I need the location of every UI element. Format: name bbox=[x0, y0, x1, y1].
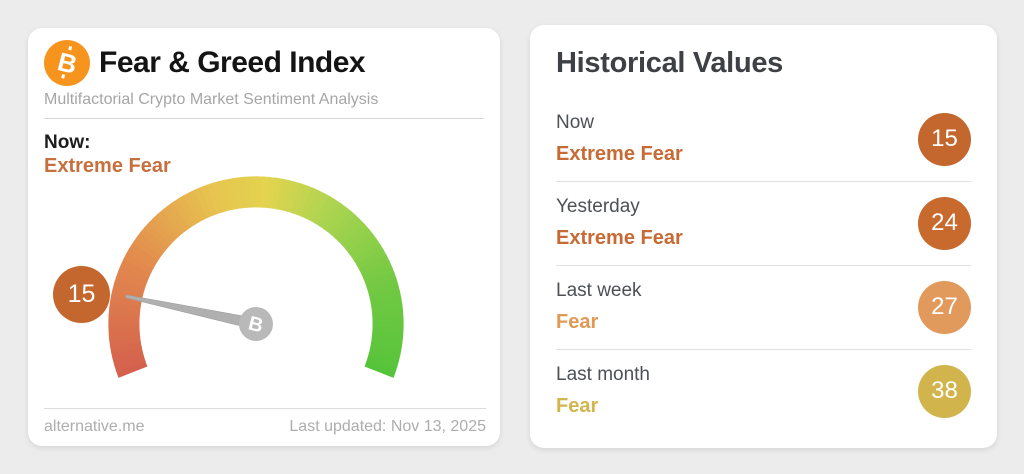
history-classification: Extreme Fear bbox=[556, 143, 683, 165]
history-period-label: Now bbox=[556, 112, 595, 133]
historical-values-card: Historical Values Now Extreme Fear 15 Ye… bbox=[530, 25, 997, 448]
now-classification: Extreme Fear bbox=[44, 155, 171, 177]
history-period-label: Last week bbox=[556, 280, 642, 301]
gauge-card-footer: alternative.me Last updated: Nov 13, 202… bbox=[44, 408, 486, 436]
history-period-label: Last month bbox=[556, 364, 650, 385]
gauge-needle bbox=[125, 294, 258, 330]
history-value-badge: 24 bbox=[918, 196, 971, 250]
bitcoin-icon: B bbox=[44, 40, 90, 86]
gauge-card: B Fear & Greed Index Multifactorial Cryp… bbox=[28, 28, 500, 446]
history-classification: Extreme Fear bbox=[556, 227, 683, 249]
bitcoin-hub-icon: B bbox=[246, 313, 265, 338]
gauge-hub bbox=[239, 307, 273, 341]
history-row-last-month: Last month Fear 38 bbox=[556, 350, 971, 433]
history-row-yesterday: Yesterday Extreme Fear 24 bbox=[556, 182, 971, 266]
history-value-badge: 38 bbox=[918, 364, 971, 418]
page-title: Fear & Greed Index bbox=[99, 46, 366, 79]
history-value-badge: 27 bbox=[918, 280, 971, 334]
last-updated-text: Last updated: Nov 13, 2025 bbox=[289, 418, 486, 435]
historical-values-title: Historical Values bbox=[556, 47, 784, 79]
history-row-last-week: Last week Fear 27 bbox=[556, 266, 971, 350]
gauge-card-header: B Fear & Greed Index bbox=[44, 40, 484, 86]
history-classification: Fear bbox=[556, 395, 599, 417]
gauge-arc bbox=[108, 176, 404, 378]
now-label: Now: bbox=[44, 132, 91, 153]
history-period-label: Yesterday bbox=[556, 196, 640, 217]
header-divider bbox=[44, 118, 484, 119]
gauge-value-badge: 15 bbox=[53, 266, 110, 323]
source-link[interactable]: alternative.me bbox=[44, 418, 145, 435]
history-classification: Fear bbox=[556, 311, 599, 333]
history-value-badge: 15 bbox=[918, 112, 971, 166]
page-subtitle: Multifactorial Crypto Market Sentiment A… bbox=[44, 91, 379, 108]
bitcoin-glyph: B bbox=[54, 46, 80, 80]
history-row-now: Now Extreme Fear 15 bbox=[556, 98, 971, 182]
historical-values-list: Now Extreme Fear 15 Yesterday Extreme Fe… bbox=[556, 98, 971, 433]
